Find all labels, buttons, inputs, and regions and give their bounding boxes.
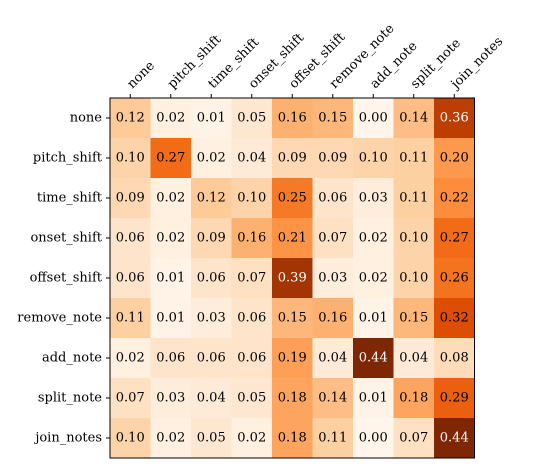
cell-value-label: 0.06 (197, 351, 226, 366)
cell-value-label: 0.06 (197, 271, 226, 286)
cell-value-label: 0.03 (156, 391, 185, 406)
cell-value-label: 0.18 (278, 431, 307, 446)
y-tick-label: onset_shift (30, 231, 102, 246)
cell-value-label: 0.16 (318, 311, 347, 326)
cell-value-label: 0.20 (440, 151, 469, 166)
cell-value-label: 0.00 (359, 431, 388, 446)
cell-value-label: 0.12 (197, 191, 226, 206)
cell-value-label: 0.19 (278, 351, 307, 366)
y-tick-label: pitch_shift (33, 151, 103, 166)
cell-value-label: 0.10 (116, 151, 145, 166)
cell-value-label: 0.16 (278, 111, 307, 126)
cell-value-label: 0.02 (237, 431, 266, 446)
cell-value-label: 0.05 (197, 431, 226, 446)
cell-value-label: 0.32 (440, 311, 469, 326)
cell-value-label: 0.06 (116, 271, 145, 286)
cell-value-label: 0.02 (359, 231, 388, 246)
cell-value-label: 0.03 (197, 311, 226, 326)
cell-value-label: 0.04 (197, 391, 226, 406)
y-tick-label: join_notes (33, 431, 102, 446)
cell-value-label: 0.02 (156, 431, 185, 446)
cell-value-label: 0.02 (156, 231, 185, 246)
y-tick-label: split_note (38, 391, 102, 406)
cell-value-label: 0.06 (156, 351, 185, 366)
cell-value-label: 0.04 (237, 151, 266, 166)
cell-value-label: 0.22 (440, 191, 469, 206)
cell-value-label: 0.01 (197, 111, 226, 126)
cell-value-label: 0.01 (359, 311, 388, 326)
y-tick-label: time_shift (37, 191, 103, 206)
cell-value-label: 0.03 (359, 191, 388, 206)
cell-value-label: 0.27 (440, 231, 469, 246)
cell-value-label: 0.09 (278, 151, 307, 166)
cell-value-label: 0.09 (318, 151, 347, 166)
cell-value-label: 0.44 (440, 431, 469, 446)
cell-value-label: 0.15 (318, 111, 347, 126)
cell-value-label: 0.02 (359, 271, 388, 286)
cell-value-label: 0.05 (237, 391, 266, 406)
cell-value-label: 0.06 (237, 311, 266, 326)
cell-value-label: 0.11 (399, 191, 428, 206)
cell-value-label: 0.10 (359, 151, 388, 166)
cell-value-label: 0.01 (359, 391, 388, 406)
cell-value-label: 0.21 (278, 231, 307, 246)
cell-value-label: 0.02 (116, 351, 145, 366)
cell-value-label: 0.10 (237, 191, 266, 206)
cell-value-label: 0.04 (318, 351, 347, 366)
cell-value-label: 0.06 (318, 191, 347, 206)
cell-value-label: 0.44 (359, 351, 388, 366)
cell-value-label: 0.02 (197, 151, 226, 166)
cell-value-label: 0.14 (399, 111, 428, 126)
heatmap-cell-labels: 0.12 0.02 0.01 0.05 0.16 0.15 0.00 0.14 0.36 0.10… (116, 111, 469, 446)
y-tick-label: add_note (42, 351, 102, 366)
cell-value-label: 0.07 (116, 391, 145, 406)
cell-value-label: 0.26 (440, 271, 469, 286)
cell-value-label: 0.01 (156, 311, 185, 326)
cell-value-label: 0.12 (116, 111, 145, 126)
cell-value-label: 0.09 (116, 191, 145, 206)
y-tick-label: remove_note (17, 311, 102, 326)
cell-value-label: 0.15 (399, 311, 428, 326)
cell-value-label: 0.01 (156, 271, 185, 286)
cell-value-label: 0.39 (278, 271, 307, 286)
cell-value-label: 0.15 (278, 311, 307, 326)
cell-value-label: 0.18 (399, 391, 428, 406)
cell-value-label: 0.05 (237, 111, 266, 126)
cell-value-label: 0.08 (440, 351, 469, 366)
cell-value-label: 0.07 (237, 271, 266, 286)
cell-value-label: 0.07 (318, 231, 347, 246)
y-tick-label: none (70, 111, 103, 126)
cell-value-label: 0.29 (440, 391, 469, 406)
cell-value-label: 0.27 (156, 151, 185, 166)
cell-value-label: 0.11 (116, 311, 145, 326)
cell-value-label: 0.02 (156, 191, 185, 206)
cell-value-label: 0.14 (318, 391, 347, 406)
cell-value-label: 0.25 (278, 191, 307, 206)
cell-value-label: 0.16 (237, 231, 266, 246)
cell-value-label: 0.11 (318, 431, 347, 446)
y-tick-label: offset_shift (30, 271, 103, 286)
cell-value-label: 0.36 (440, 111, 469, 126)
x-tick-label: none (124, 58, 158, 92)
cell-value-label: 0.06 (116, 231, 145, 246)
cell-value-label: 0.00 (359, 111, 388, 126)
cell-value-label: 0.03 (318, 271, 347, 286)
y-axis-ticks: none pitch_shift time_shift onset_shiftoffs… (17, 111, 110, 446)
cell-value-label: 0.06 (237, 351, 266, 366)
cell-value-label: 0.02 (156, 111, 185, 126)
cell-value-label: 0.07 (399, 431, 428, 446)
cell-value-label: 0.09 (197, 231, 226, 246)
cell-value-label: 0.10 (399, 271, 428, 286)
cell-value-label: 0.18 (278, 391, 307, 406)
cell-value-label: 0.10 (116, 431, 145, 446)
cell-value-label: 0.04 (399, 351, 428, 366)
x-axis-ticks: none pitch_shifttime_shiftonset_shiftoffs… (124, 21, 506, 98)
cell-value-label: 0.11 (399, 151, 428, 166)
cell-value-label: 0.10 (399, 231, 428, 246)
